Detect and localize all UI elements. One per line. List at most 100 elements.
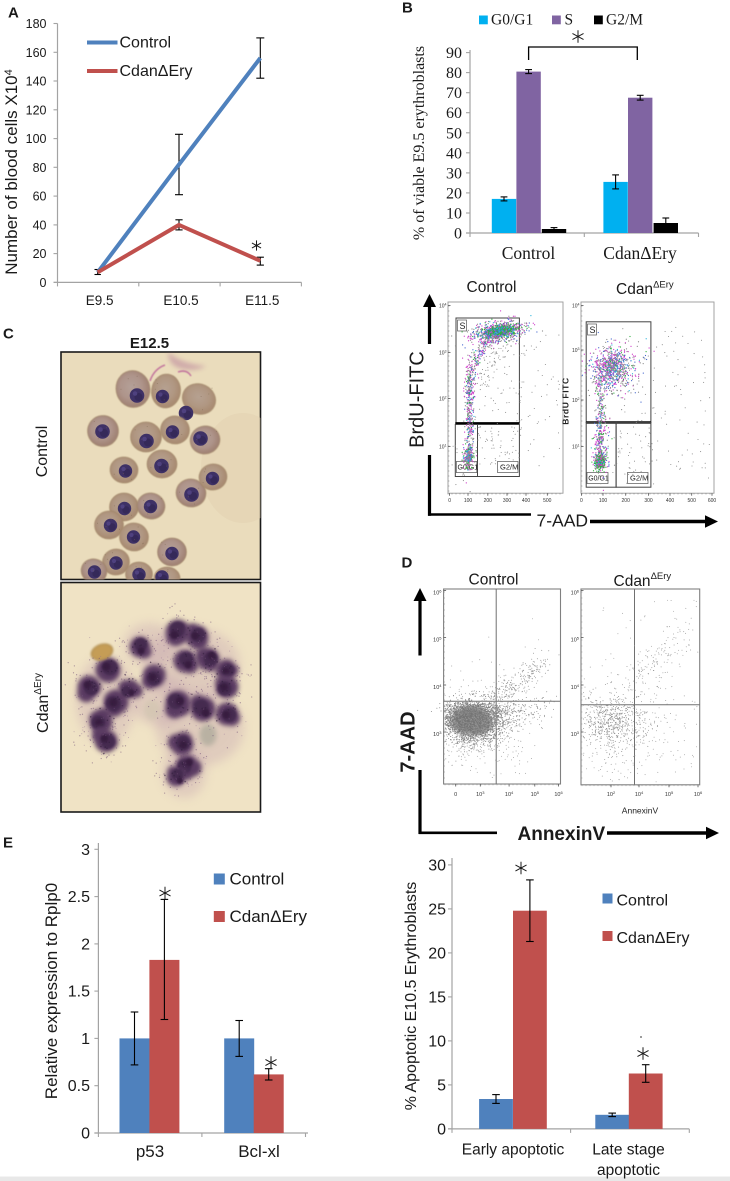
svg-text:104: 104: [433, 683, 442, 691]
svg-text:20: 20: [446, 185, 462, 202]
svg-text:CdanΔEry: CdanΔEry: [617, 930, 690, 947]
svg-text:7-AAD: 7-AAD: [537, 511, 589, 531]
svg-text:C: C: [3, 326, 14, 343]
svg-text:Early apoptotic: Early apoptotic: [462, 1142, 565, 1159]
svg-text:101: 101: [572, 444, 580, 451]
svg-text:103: 103: [476, 790, 485, 798]
svg-text:G2/M: G2/M: [500, 463, 518, 472]
svg-text:102: 102: [607, 790, 616, 798]
svg-text:101: 101: [439, 444, 447, 451]
svg-text:80: 80: [446, 65, 462, 82]
svg-text:D: D: [402, 555, 413, 572]
svg-text:S: S: [460, 321, 466, 331]
svg-text:103: 103: [571, 730, 580, 738]
svg-text:BrdU FITC: BrdU FITC: [561, 377, 571, 424]
svg-text:0: 0: [454, 792, 457, 798]
svg-text:103: 103: [439, 350, 447, 357]
svg-text:0: 0: [81, 1126, 90, 1143]
svg-text:0: 0: [437, 1121, 446, 1138]
svg-text:E11.5: E11.5: [245, 293, 279, 308]
svg-text:p53: p53: [136, 1142, 164, 1161]
svg-text:25: 25: [428, 901, 446, 918]
svg-text:200: 200: [622, 498, 631, 504]
svg-text:5: 5: [437, 1077, 446, 1094]
svg-text:80: 80: [33, 161, 47, 175]
svg-text:102: 102: [572, 397, 580, 404]
svg-text:BrdU-FITC: BrdU-FITC: [407, 351, 429, 448]
svg-text:S: S: [590, 325, 596, 335]
svg-text:Control: Control: [120, 35, 172, 52]
svg-text:E12.5: E12.5: [130, 335, 169, 352]
svg-text:Bcl-xl: Bcl-xl: [238, 1142, 280, 1161]
svg-text:CdanΔEry: CdanΔEry: [120, 63, 193, 80]
svg-text:103: 103: [572, 347, 580, 354]
svg-text:500: 500: [688, 498, 697, 504]
svg-text:102: 102: [439, 396, 447, 403]
svg-text:AnnexinV: AnnexinV: [622, 806, 659, 816]
svg-text:104: 104: [439, 303, 447, 310]
svg-text:2.5: 2.5: [68, 889, 90, 906]
svg-text:1.5: 1.5: [68, 984, 90, 1001]
svg-text:40: 40: [446, 145, 462, 162]
svg-text:Control: Control: [34, 426, 51, 478]
svg-text:E10.5: E10.5: [163, 293, 198, 308]
svg-text:106: 106: [554, 790, 563, 798]
svg-text:600: 600: [708, 498, 717, 504]
svg-text:400: 400: [522, 498, 531, 504]
svg-text:0: 0: [580, 498, 583, 504]
svg-text:20: 20: [33, 247, 47, 261]
svg-text:104: 104: [505, 790, 514, 798]
svg-text:E9.5: E9.5: [86, 293, 114, 308]
svg-text:Relative expression to Rplp0: Relative expression to Rplp0: [42, 883, 61, 1099]
svg-text:200: 200: [484, 498, 493, 504]
svg-text:% of viable E9.5 erythroblasts: % of viable E9.5 erythroblasts: [411, 46, 428, 240]
svg-text:0: 0: [454, 226, 462, 243]
svg-text:50: 50: [446, 125, 462, 142]
svg-text:100: 100: [26, 132, 47, 146]
svg-text:100: 100: [464, 498, 473, 504]
svg-text:0.5: 0.5: [68, 1078, 90, 1095]
svg-text:105: 105: [433, 636, 442, 644]
svg-text:120: 120: [26, 103, 47, 117]
svg-text:2: 2: [81, 936, 90, 953]
svg-text:Control: Control: [467, 279, 517, 296]
svg-text:300: 300: [644, 498, 653, 504]
svg-text:105: 105: [531, 790, 540, 798]
svg-text:20: 20: [428, 945, 446, 962]
svg-text:105: 105: [571, 636, 580, 644]
svg-text:Number of blood cells X104: Number of blood cells X104: [2, 69, 21, 275]
svg-text:105: 105: [665, 790, 674, 798]
svg-text:3: 3: [81, 842, 90, 859]
svg-text:Control: Control: [502, 243, 556, 263]
svg-text:60: 60: [33, 190, 47, 204]
svg-text:106: 106: [433, 589, 442, 597]
svg-text:Control: Control: [230, 870, 285, 889]
svg-text:A: A: [8, 5, 19, 22]
svg-text:1: 1: [81, 1031, 90, 1048]
svg-text:140: 140: [26, 75, 47, 89]
svg-text:104: 104: [571, 683, 580, 691]
svg-text:G2/M: G2/M: [606, 12, 643, 29]
svg-text:300: 300: [503, 498, 512, 504]
svg-text:G0/G1: G0/G1: [588, 476, 609, 483]
svg-text:CdanΔEry: CdanΔEry: [603, 243, 677, 263]
svg-text:30: 30: [446, 165, 462, 182]
svg-text:0: 0: [40, 276, 47, 290]
svg-text:G2/M: G2/M: [630, 474, 648, 483]
svg-text:70: 70: [446, 85, 462, 102]
svg-text:B: B: [402, 0, 413, 17]
svg-text:106: 106: [571, 589, 580, 597]
svg-text:Late stage: Late stage: [592, 1142, 664, 1159]
svg-text:CdanΔEry: CdanΔEry: [230, 907, 308, 926]
svg-text:10: 10: [428, 1033, 446, 1050]
svg-text:103: 103: [433, 730, 442, 738]
svg-text:104: 104: [635, 790, 644, 798]
svg-text:104: 104: [572, 303, 580, 310]
svg-text:E: E: [3, 835, 13, 852]
svg-text:G0/G1: G0/G1: [491, 12, 533, 29]
svg-text:% Apoptotic E10.5 Erythroblast: % Apoptotic E10.5 Erythroblasts: [403, 882, 420, 1111]
svg-text:400: 400: [666, 498, 675, 504]
svg-text:180: 180: [26, 17, 47, 31]
svg-text:apoptotic: apoptotic: [597, 1162, 660, 1179]
svg-text:15: 15: [428, 989, 446, 1006]
